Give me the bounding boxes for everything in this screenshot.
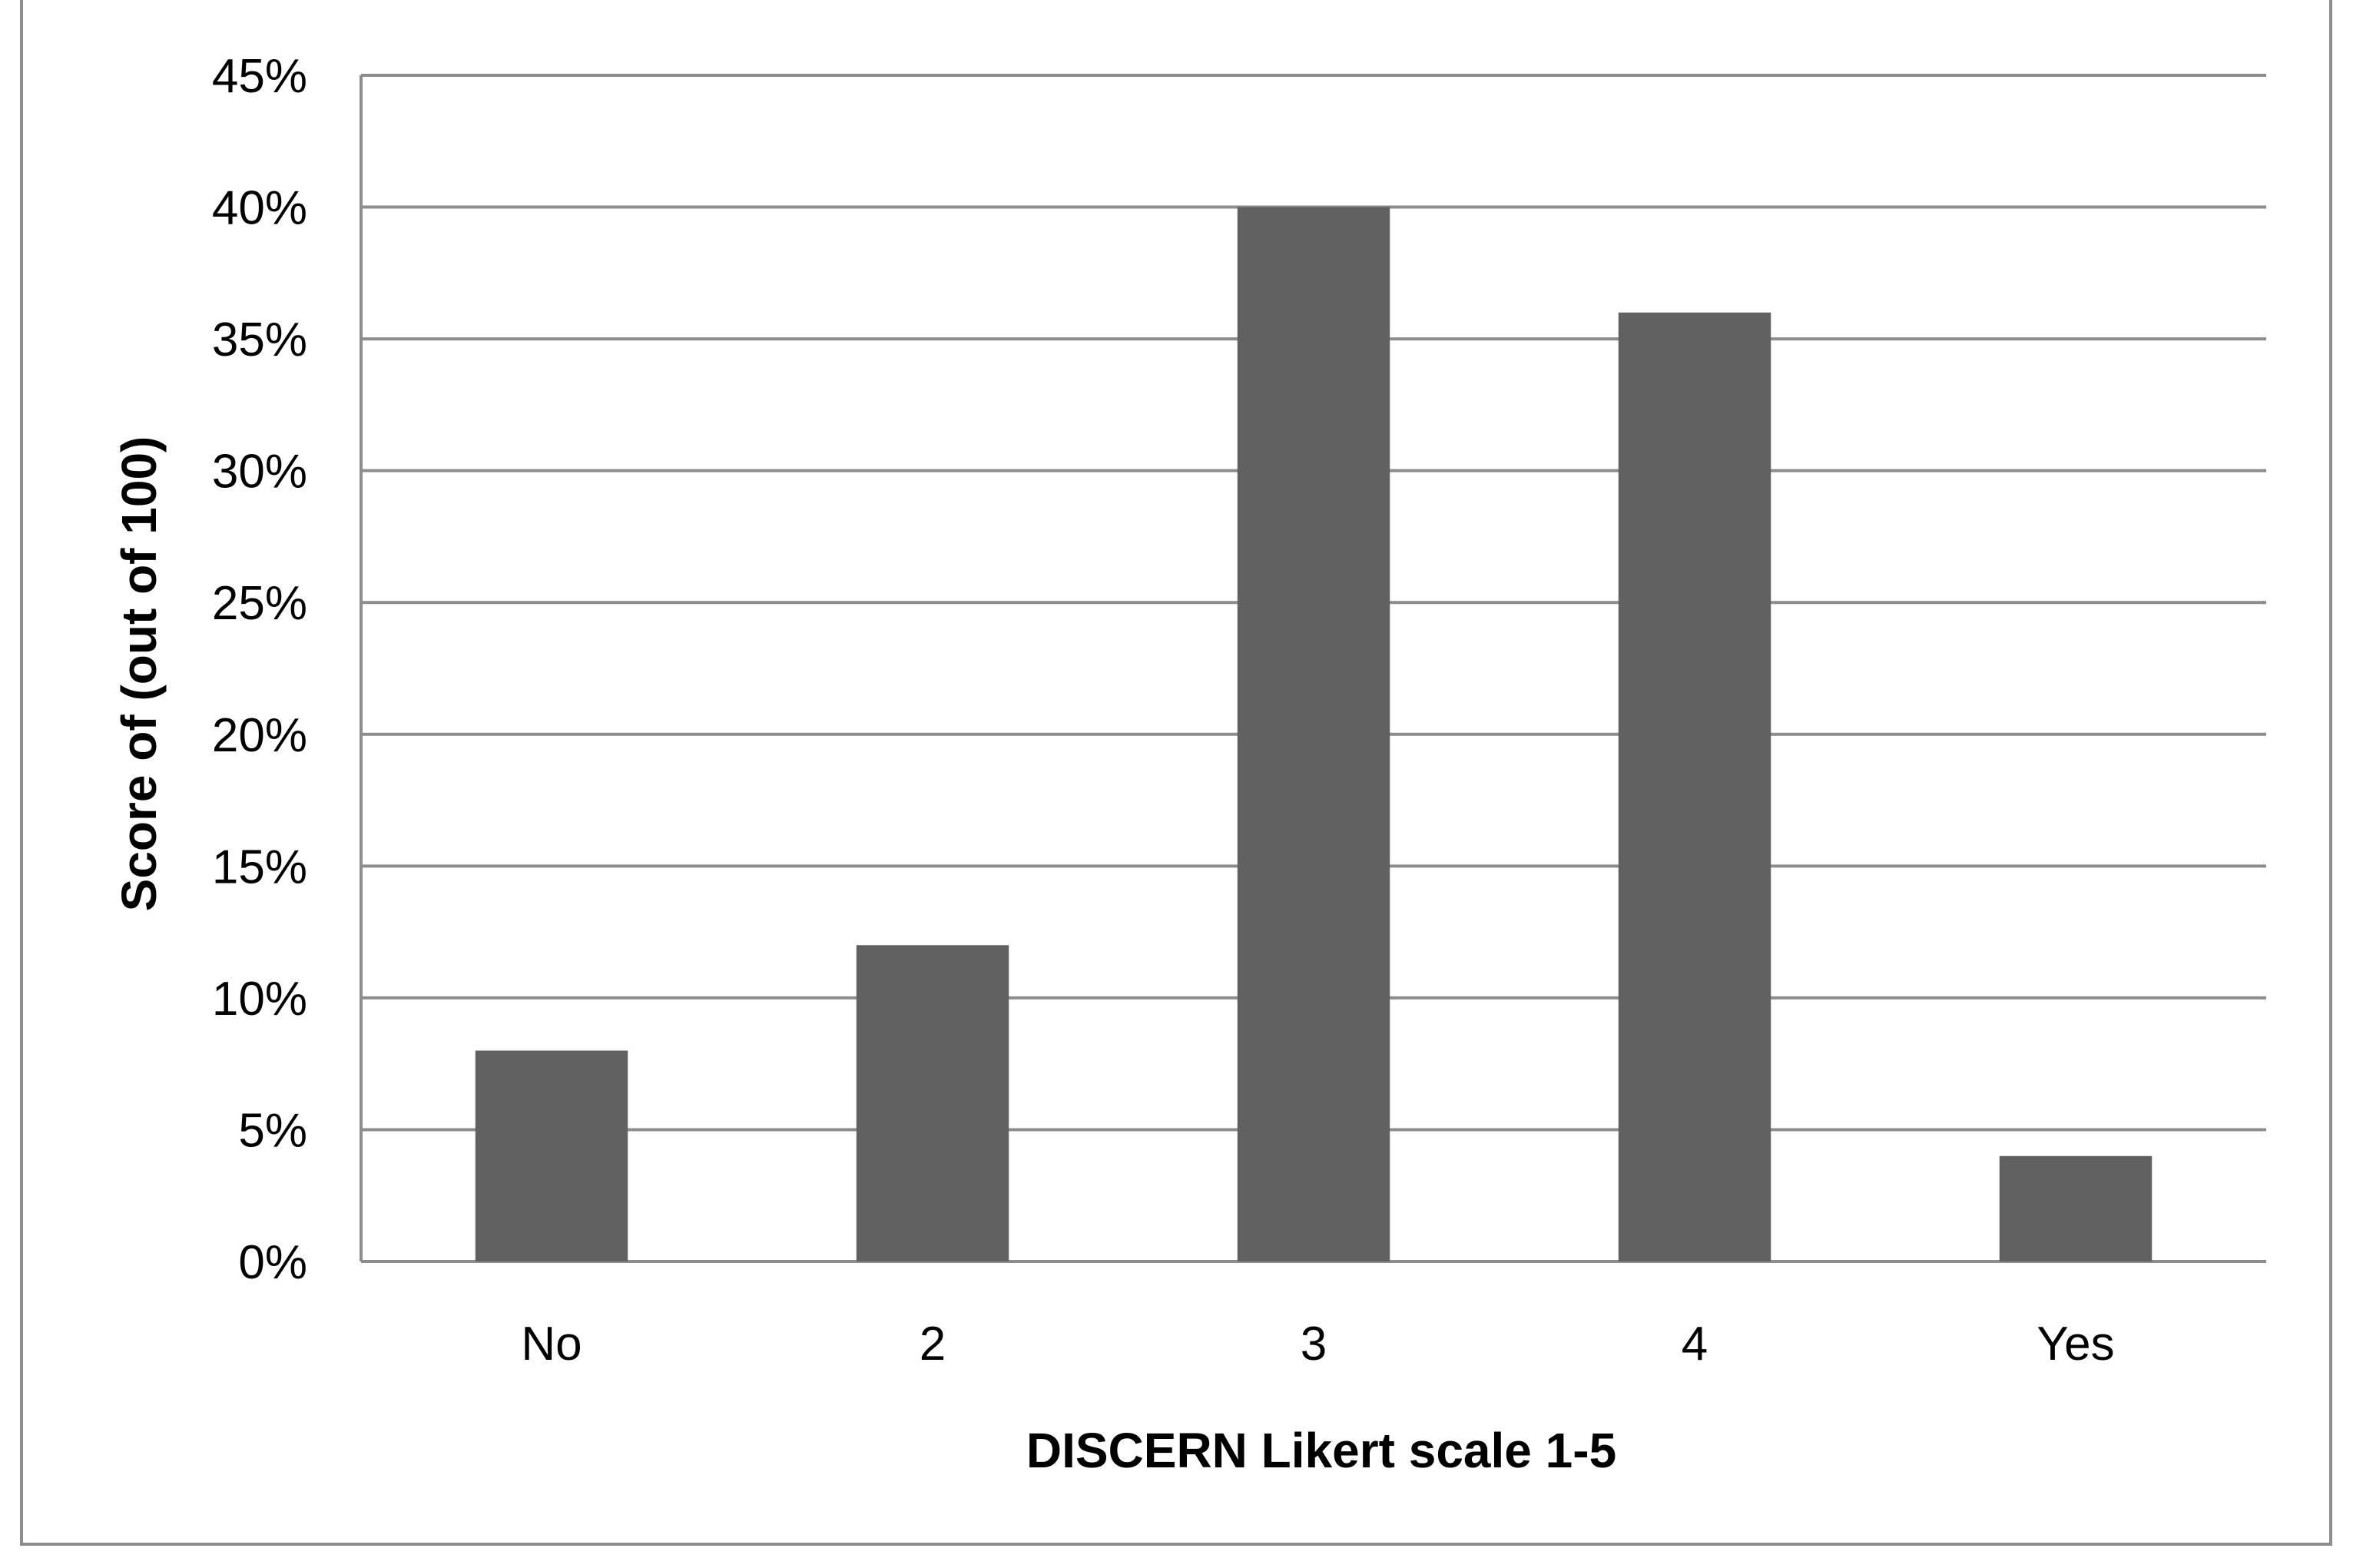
x-tick-label: 3 — [1301, 1318, 1327, 1371]
y-tick-label: 30% — [212, 446, 307, 499]
y-tick-label: 10% — [212, 973, 307, 1026]
x-tick-labels: No 2 3 4 Yes — [521, 1318, 2114, 1371]
bar-4 — [1618, 312, 1771, 1261]
x-axis-title: DISCERN Likert scale 1-5 — [1026, 1423, 1616, 1478]
y-tick-label: 35% — [212, 313, 307, 366]
bar-no — [475, 1050, 628, 1261]
x-tick-label: Yes — [2037, 1318, 2114, 1371]
chart-frame — [20, 0, 2332, 1546]
bars — [475, 207, 2152, 1261]
y-tick-label: 5% — [238, 1104, 307, 1157]
bar-2 — [856, 945, 1009, 1261]
x-tick-label: No — [521, 1318, 582, 1371]
bar-3 — [1237, 207, 1390, 1261]
y-tick-label: 20% — [212, 709, 307, 762]
y-tick-label: 40% — [212, 182, 307, 235]
y-tick-label: 25% — [212, 577, 307, 630]
y-axis-title: Score of (out of 100) — [111, 436, 167, 912]
x-tick-label: 4 — [1682, 1318, 1708, 1371]
y-tick-label: 45% — [212, 50, 307, 103]
y-tick-label: 15% — [212, 840, 307, 893]
y-tick-label: 0% — [238, 1236, 307, 1289]
x-tick-label: 2 — [920, 1318, 946, 1371]
bar-yes — [1999, 1155, 2152, 1261]
y-tick-labels: 0% 5% 10% 15% 20% 25% 30% 35% 40% 45% — [212, 50, 307, 1289]
